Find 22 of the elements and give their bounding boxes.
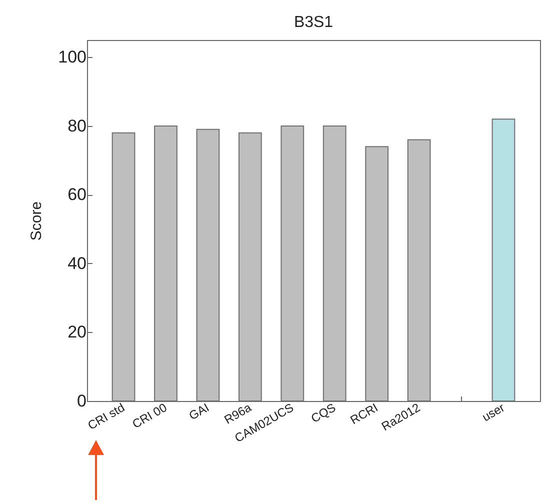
chart-title: B3S1 (294, 14, 334, 31)
bar (112, 132, 136, 402)
x-tick-label: user (480, 400, 507, 424)
y-tick-label: 40 (68, 254, 86, 273)
y-tick-label: 0 (77, 392, 86, 410)
bar (365, 146, 389, 402)
y-tick-label: 60 (68, 185, 86, 204)
y-axis-title: Score (28, 201, 46, 241)
x-tick-label: GAI (186, 400, 212, 423)
x-tick-label: CRI std (85, 400, 128, 433)
bar (238, 132, 262, 402)
x-tick-label: CQS (308, 400, 338, 426)
bar (280, 125, 304, 402)
y-tick-label: 20 (68, 322, 86, 342)
x-tick-label: CRI 00 (130, 400, 170, 432)
bar (154, 125, 178, 402)
y-tick-label: 100 (58, 48, 86, 67)
y-tick-label: 80 (68, 116, 86, 136)
bar (407, 139, 431, 402)
bar (492, 118, 516, 402)
bar (196, 128, 220, 402)
bar (322, 125, 346, 402)
